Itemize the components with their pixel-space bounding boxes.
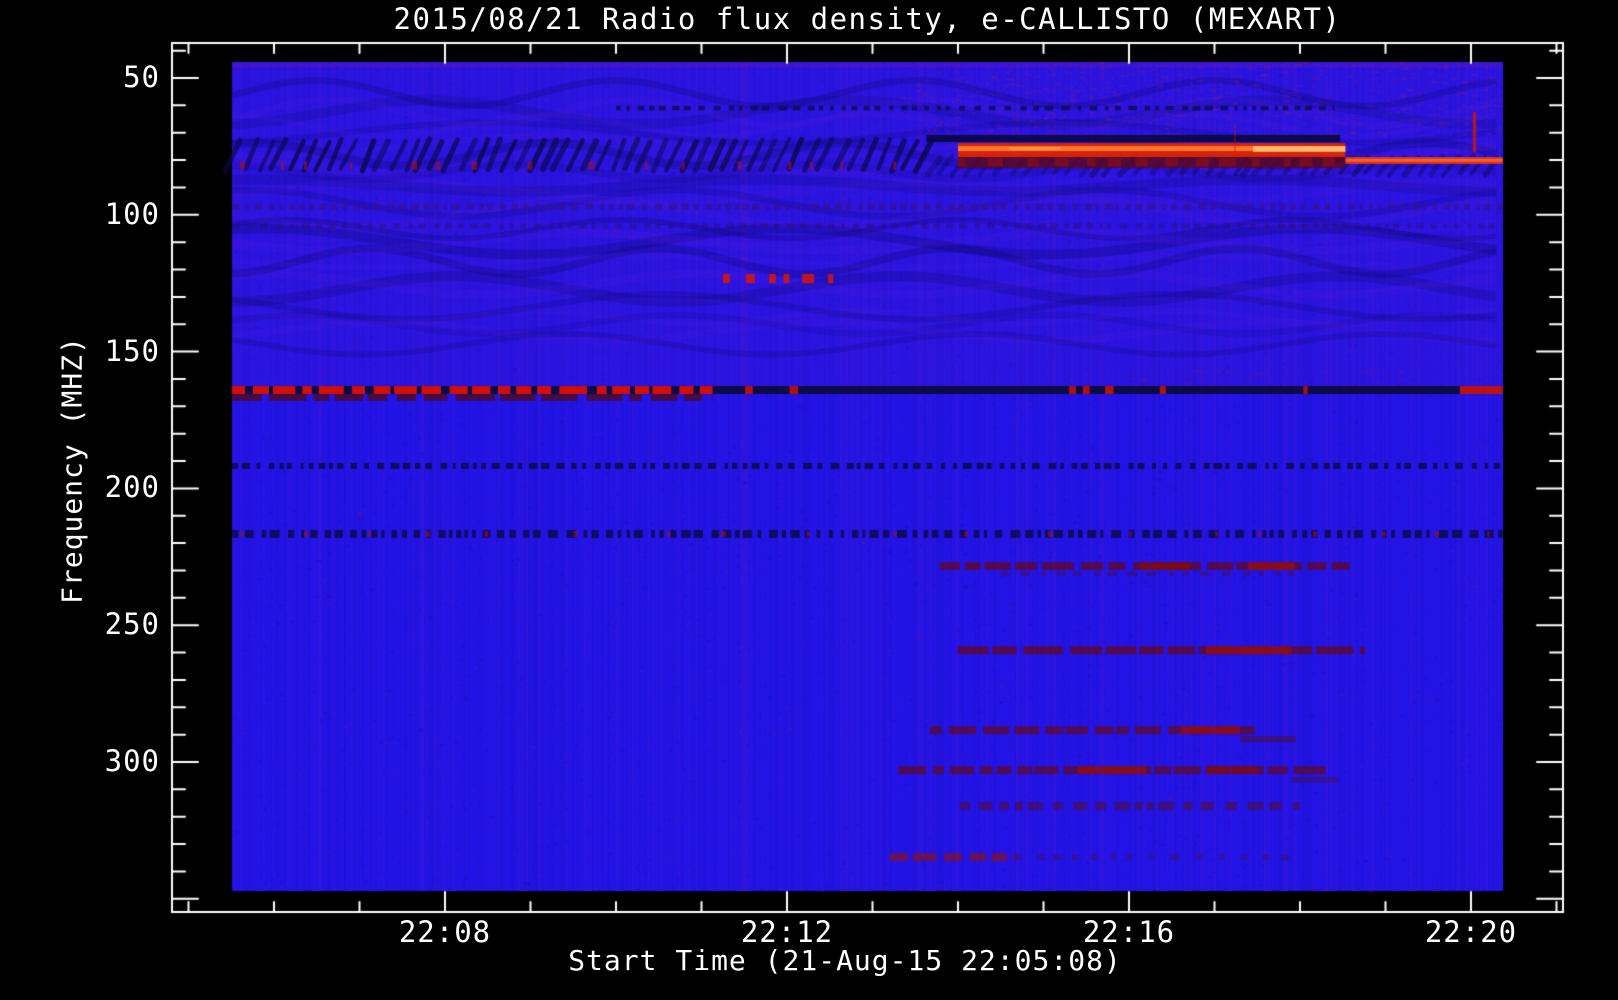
x-tick-label: 22:08 [398,915,492,949]
y-tick-label: 200 [104,470,160,505]
y-tick-label: 150 [104,333,160,368]
chart-title: 2015/08/21 Radio flux density, e-CALLIST… [393,2,1342,36]
x-tick-label: 22:16 [1082,915,1176,949]
y-tick-label: 250 [104,607,160,642]
y-tick-label: 300 [104,744,160,778]
y-tick-label: 100 [104,196,160,231]
x-tick-label: 22:12 [740,915,834,949]
y-tick-label: 50 [123,60,160,94]
x-tick-label: 22:20 [1424,915,1518,949]
x-axis-label: Start Time (21-Aug-15 22:05:08) [568,944,1122,977]
